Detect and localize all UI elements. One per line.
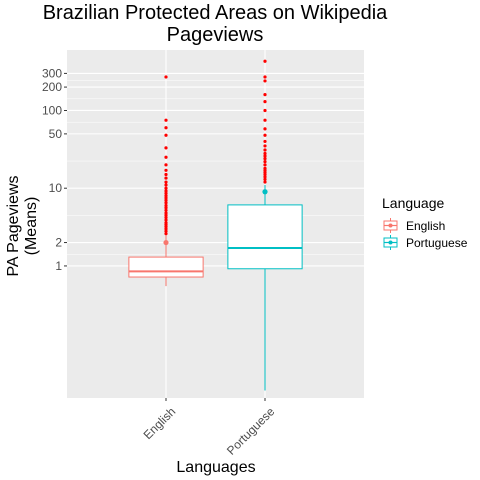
outlier-point [164,163,168,167]
outlier-point [263,148,267,152]
boxplot-portuguese [227,59,303,391]
mean-point [262,189,268,195]
plot-panel [67,50,364,398]
outlier-point [263,157,267,161]
outlier-point [263,133,267,137]
box-iqr [128,256,204,278]
outlier-point [164,118,168,122]
legend-item-english: English [382,217,445,234]
chart-title-line-2: Pageviews [167,24,264,46]
outlier-point [263,93,267,97]
y-tick-label: 100 [42,103,62,117]
legend-item-portuguese: Portuguese [382,234,468,251]
outlier-point [164,186,168,190]
outlier-point [263,180,267,184]
legend-label: English [406,219,445,233]
outlier-point [164,215,168,220]
outlier-point [263,177,267,181]
outlier-point [263,166,267,170]
x-tick-label: English [141,404,179,442]
outlier-point [164,146,168,150]
legend-label: Portuguese [406,236,468,250]
legend: Language English Portuguese [382,195,468,251]
y-axis-title-line-1: PA Pageviews [5,175,22,276]
outlier-point [263,75,267,79]
y-tick-label: 50 [49,127,63,141]
y-tick-label: 2 [55,236,62,250]
outlier-point [263,118,267,122]
outlier-point [263,79,267,83]
outlier-point [164,198,168,202]
outlier-point [263,108,267,113]
y-tick-label: 10 [49,181,63,195]
outlier-point [164,206,168,210]
boxplot-english [128,75,204,287]
outlier-point [164,189,168,193]
outlier-point [164,183,168,187]
outlier-point [164,168,168,172]
outlier-point [164,232,168,236]
outlier-point [164,194,168,198]
outlier-point [263,139,267,144]
y-tick-label: 1 [55,259,62,273]
outlier-point [164,218,168,222]
y-axis-title: PA Pageviews (Means) [5,175,40,276]
outlier-point [164,126,168,130]
outlier-point [263,127,267,131]
outlier-point [263,59,267,63]
outlier-point [164,203,168,208]
outlier-point [263,144,267,148]
y-tick-label: 300 [42,66,62,80]
outlier-point [263,175,267,179]
legend-key-point [388,223,393,228]
outlier-point [164,211,168,215]
outlier-point [164,155,168,159]
y-tick-label: 200 [42,80,62,94]
outlier-point [263,100,267,104]
outlier-point [164,221,168,225]
outlier-point [263,154,267,158]
outlier-point [164,176,168,180]
outlier-point [164,172,168,177]
outlier-point [164,191,168,195]
outlier-point [164,75,168,79]
outlier-point [164,201,168,205]
legend-title: Language [382,195,445,211]
outlier-point [263,159,267,164]
legend-key-point [388,240,393,245]
outlier-point [263,151,267,156]
mean-point [163,239,169,246]
outlier-point [164,180,168,184]
x-axis-title: Languages [176,459,255,476]
x-axis-ticks: English Portuguese [141,398,278,458]
outlier-point [164,229,168,233]
outlier-point [164,208,168,212]
box-layer [128,59,303,391]
chart-title-line-1: Brazilian Protected Areas on Wikipedia [43,2,388,24]
box-iqr [227,204,303,270]
outlier-point [263,163,267,167]
y-axis-title-line-2: (Means) [23,197,40,256]
x-tick-label: Portuguese [224,404,278,458]
outlier-point [164,133,168,137]
